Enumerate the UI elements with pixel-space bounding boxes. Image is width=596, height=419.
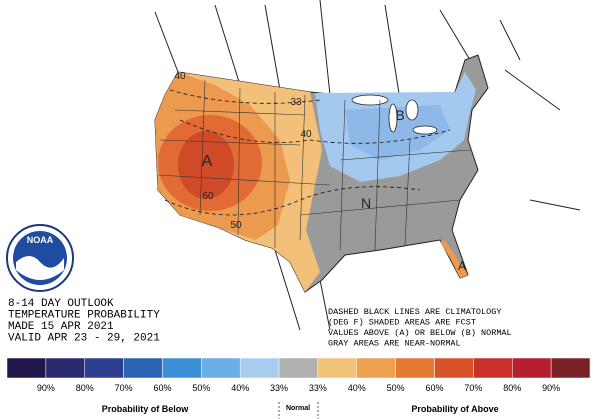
map-label: N xyxy=(361,195,371,211)
legend-swatch xyxy=(84,357,124,379)
legend-label: 70% xyxy=(464,383,482,393)
legend-label: 90% xyxy=(37,383,55,393)
climatology-contours xyxy=(164,89,451,216)
map-label: A xyxy=(458,259,466,273)
climatology-lines xyxy=(164,89,451,216)
lake-superior xyxy=(351,94,389,106)
map-label: 33 xyxy=(290,97,302,108)
outlook-line: MADE 15 APR 2021 xyxy=(8,321,114,333)
legend-label: 60% xyxy=(153,383,171,393)
lake-michigan xyxy=(388,103,398,133)
note-line: GRAY AREAS ARE NEAR-NORMAL xyxy=(328,339,461,349)
outlook-line: VALID APR 23 - 29, 2021 xyxy=(8,333,160,345)
legend-swatch xyxy=(550,357,591,379)
legend-label: 40% xyxy=(231,383,249,393)
legend-label: 80% xyxy=(503,383,521,393)
legend-label: 33% xyxy=(309,383,327,393)
legend-swatch xyxy=(434,357,474,379)
legend-label: 40% xyxy=(348,383,366,393)
map-label: 40 xyxy=(174,71,186,82)
legend-swatch xyxy=(239,357,280,379)
legend-swatch xyxy=(356,357,396,379)
legend-label: 90% xyxy=(542,383,560,393)
logo-wave xyxy=(16,256,64,280)
legend-swatch xyxy=(317,357,358,379)
below-40 xyxy=(345,105,450,160)
region-lines xyxy=(154,0,581,331)
border-lines xyxy=(154,0,581,331)
legend-label: 70% xyxy=(115,383,133,393)
above-florida xyxy=(440,240,468,278)
map-label: A xyxy=(202,153,213,170)
legend-label: 50% xyxy=(192,383,210,393)
lake-huron xyxy=(405,99,419,121)
legend-swatch xyxy=(395,357,435,379)
legend-label: 33% xyxy=(270,383,288,393)
legend-swatch xyxy=(6,357,47,379)
legend-normal: Normal xyxy=(286,405,310,412)
legend-label: 50% xyxy=(387,383,405,393)
legend-swatch xyxy=(473,357,513,379)
note-line: (DEG F) SHADED AREAS ARE FCST xyxy=(328,318,476,328)
legend-swatch xyxy=(162,357,202,379)
legend-swatch xyxy=(123,357,163,379)
legend-label: 80% xyxy=(76,383,94,393)
legend-swatch xyxy=(45,357,85,379)
legend-swatch xyxy=(512,357,552,379)
legend-label: 60% xyxy=(426,383,444,393)
state-boundaries xyxy=(157,79,471,251)
legend-below: Probability of Below xyxy=(102,404,190,414)
outlook-line: TEMPERATURE PROBABILITY xyxy=(8,310,160,322)
note-line: VALUES ABOVE (A) OR BELOW (B) NORMAL xyxy=(328,328,512,338)
lake-erie xyxy=(412,125,438,135)
logo-text: NOAA xyxy=(27,235,54,245)
legend-swatch xyxy=(201,357,241,379)
legend-swatch xyxy=(278,357,319,379)
above-70 xyxy=(178,131,234,199)
great-lakes xyxy=(351,94,438,135)
state-lines xyxy=(157,79,471,251)
map-label: 50 xyxy=(230,220,242,231)
map-label: 60 xyxy=(202,191,214,202)
map-label: 40 xyxy=(300,129,312,140)
note-line: DASHED BLACK LINES ARE CLIMATOLOGY xyxy=(328,307,501,317)
map-label: B xyxy=(395,107,404,123)
outlook-line: 8-14 DAY OUTLOOK xyxy=(8,298,114,310)
legend-above: Probability of Above xyxy=(411,404,498,414)
